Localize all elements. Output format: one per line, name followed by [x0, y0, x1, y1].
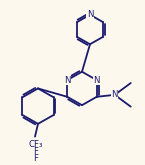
Text: N: N	[64, 76, 70, 85]
Text: N: N	[94, 76, 100, 85]
Text: F: F	[33, 147, 39, 156]
Text: N: N	[87, 10, 93, 19]
Text: CF₃: CF₃	[29, 140, 43, 148]
Text: F: F	[33, 154, 39, 163]
Text: N: N	[112, 90, 118, 99]
